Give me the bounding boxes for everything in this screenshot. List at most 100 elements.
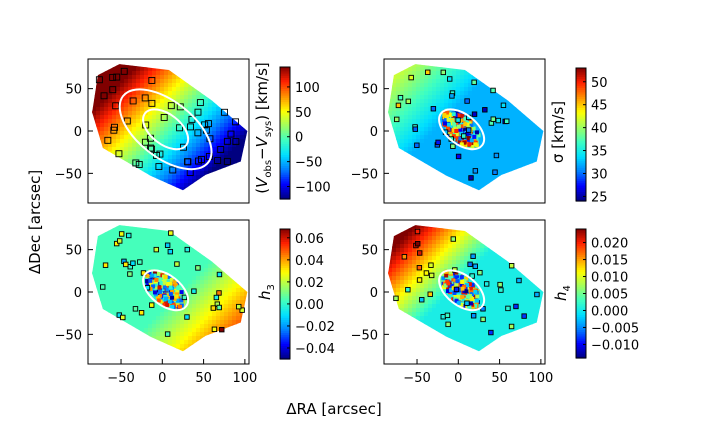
field-cell <box>240 292 245 297</box>
field-cell <box>412 59 417 64</box>
field-cell <box>192 151 197 156</box>
field-cell <box>108 171 113 176</box>
field-cell <box>148 344 153 349</box>
field-cell <box>468 59 473 64</box>
field-cell <box>496 71 501 76</box>
field-cell <box>152 312 157 317</box>
field-cell <box>216 135 221 140</box>
field-cell <box>204 280 209 285</box>
field-cell <box>92 312 97 317</box>
field-cell <box>164 135 169 140</box>
field-cell <box>148 228 153 233</box>
field-cell <box>140 288 145 293</box>
field-cell <box>216 167 221 172</box>
field-cell <box>188 304 193 309</box>
field-cell <box>244 143 248 148</box>
field-cell <box>216 276 221 281</box>
field-cell <box>236 155 241 160</box>
field-cell <box>120 272 125 277</box>
bin-marker <box>460 114 465 119</box>
x-tick-label: −50 <box>107 371 134 386</box>
field-cell <box>388 143 393 148</box>
field-cell <box>232 232 237 237</box>
field-cell <box>160 236 165 241</box>
field-cell <box>176 352 181 357</box>
field-cell <box>448 167 453 172</box>
field-cell <box>160 316 165 321</box>
field-cell <box>496 111 501 116</box>
field-cell <box>400 103 405 108</box>
field-cell <box>540 64 544 68</box>
field-cell <box>100 183 105 188</box>
field-cell <box>100 167 105 172</box>
field-cell <box>160 191 165 196</box>
tracer-marker <box>216 304 222 311</box>
field-cell <box>100 67 105 72</box>
field-cell <box>508 59 513 64</box>
field-cell <box>484 187 489 191</box>
field-cell <box>104 95 109 100</box>
field-cell <box>192 87 197 92</box>
field-cell <box>184 99 189 104</box>
field-cell <box>224 332 229 337</box>
field-cell <box>520 151 525 156</box>
field-cell <box>176 91 181 96</box>
field-cell <box>400 147 405 152</box>
field-cell <box>124 139 129 144</box>
field-cell <box>504 111 509 116</box>
field-cell <box>160 328 165 333</box>
field-cell <box>232 356 237 361</box>
field-cell <box>208 284 213 289</box>
field-cell <box>164 103 169 108</box>
field-cell <box>156 344 161 349</box>
field-cell <box>244 276 248 281</box>
field-cell <box>416 99 421 104</box>
field-cell <box>140 296 145 301</box>
field-cell <box>432 167 437 172</box>
field-cell <box>188 356 193 361</box>
field-cell <box>212 344 217 349</box>
field-cell <box>440 99 445 104</box>
field-cell <box>104 71 109 76</box>
field-cell <box>136 276 141 281</box>
field-cell <box>412 99 417 104</box>
bin-marker <box>175 288 180 293</box>
field-cell <box>128 195 133 200</box>
field-cell <box>132 328 137 333</box>
field-cell <box>236 171 241 176</box>
field-cell <box>444 99 449 104</box>
field-cell <box>132 195 137 200</box>
field-cell <box>92 159 97 164</box>
field-cell <box>100 332 105 337</box>
field-cell <box>500 175 505 180</box>
field-cell <box>156 244 161 249</box>
field-cell <box>232 296 237 301</box>
field-cell <box>232 139 237 144</box>
field-cell <box>472 83 477 88</box>
field-cell <box>152 187 157 191</box>
field-cell <box>220 340 225 345</box>
field-cell <box>224 87 229 92</box>
field-cell <box>240 296 245 301</box>
field-cell <box>140 111 145 116</box>
field-cell <box>208 300 213 305</box>
field-cell <box>540 159 544 164</box>
field-cell <box>408 135 413 140</box>
field-cell <box>496 187 501 191</box>
field-cell <box>180 328 185 333</box>
field-cell <box>212 75 217 80</box>
field-cell <box>128 312 133 317</box>
field-cell <box>488 71 493 76</box>
field-cell <box>472 183 477 188</box>
field-cell <box>200 225 205 229</box>
tracer-marker <box>113 73 121 81</box>
tracer-marker <box>155 163 163 171</box>
field-cell <box>164 264 169 269</box>
field-cell <box>132 252 137 257</box>
field-cell <box>228 95 233 100</box>
field-cell <box>160 75 165 80</box>
field-cell <box>224 195 229 200</box>
field-cell <box>224 272 229 277</box>
field-cell <box>500 187 505 191</box>
field-cell <box>484 167 489 172</box>
